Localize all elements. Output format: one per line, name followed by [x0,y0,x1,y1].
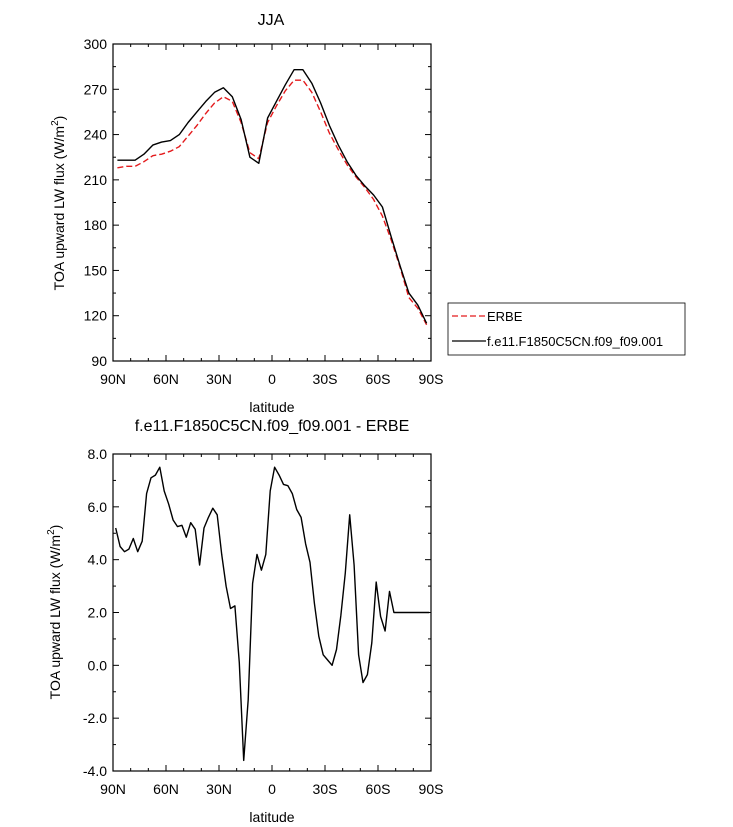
x-tick-label: 60N [153,781,179,797]
y-tick-label: 270 [84,81,108,97]
x-axis-label: latitude [249,399,294,415]
x-tick-label: 90S [419,781,444,797]
y-tick-label: 240 [84,127,108,143]
y-tick-label: 180 [84,217,108,233]
x-tick-label: 90N [100,781,126,797]
y-tick-label: 300 [84,36,108,52]
x-tick-label: 90N [100,371,126,387]
legend-label-erbe: ERBE [487,309,523,324]
y-tick-label: 150 [84,262,108,278]
y-tick-label: -4.0 [83,763,107,779]
series-line-0 [115,466,430,762]
y-tick-label: -2.0 [83,710,107,726]
x-tick-label: 90S [419,371,444,387]
x-tick-label: 30S [313,371,338,387]
y-axis-label: TOA upward LW flux (W/m2) [50,116,67,291]
legend: ERBE f.e11.F1850C5CN.f09_f09.001 [447,302,686,356]
series-line-1 [117,68,428,324]
y-tick-label: 90 [91,353,107,369]
y-tick-label: 2.0 [88,605,108,621]
plot-frame [112,453,432,772]
chart-title: JJA [258,12,285,29]
x-tick-label: 60N [153,371,179,387]
legend-box [447,302,686,356]
chart-title: f.e11.F1850C5CN.f09_f09.001 - ERBE [135,418,410,435]
top-panel: JJA 90 120 150 180 210 240 270 300 90N 60N 30N 0 30… [50,12,686,415]
y-tick-label: 8.0 [88,446,108,462]
y-tick-label: 4.0 [88,552,108,568]
bottom-panel: f.e11.F1850C5CN.f09_f09.001 - ERBE -4.0 -… [46,418,443,825]
x-tick-label: 60S [366,371,391,387]
x-tick-label: 0 [268,781,276,797]
y-tick-label: 210 [84,172,108,188]
x-tick-label: 0 [268,371,276,387]
y-axis-label: TOA upward LW flux (W/m2) [46,525,63,700]
y-tick-label: 6.0 [88,499,108,515]
x-tick-label: 30N [206,371,232,387]
x-tick-label: 30S [313,781,338,797]
plot-frame [112,43,432,362]
y-tick-label: 120 [84,308,108,324]
x-tick-label: 30N [206,781,232,797]
x-axis-label: latitude [249,809,294,825]
x-tick-label: 60S [366,781,391,797]
series-line-0 [117,79,428,326]
legend-label-model: f.e11.F1850C5CN.f09_f09.001 [487,334,663,349]
y-tick-label: 0.0 [88,657,108,673]
